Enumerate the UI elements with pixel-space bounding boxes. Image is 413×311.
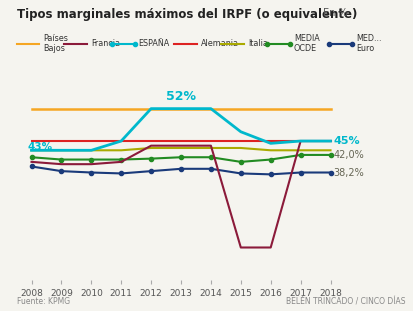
Text: 38,2%: 38,2% [333,168,363,178]
Text: MED...
Euro: MED... Euro [355,34,381,53]
Text: ESPAÑA: ESPAÑA [138,39,169,48]
Text: 43%: 43% [27,142,52,151]
Text: En %: En % [322,8,347,18]
Text: MEDIA
OCDE: MEDIA OCDE [293,34,319,53]
Text: Tipos marginales máximos del IRPF (o equivalente): Tipos marginales máximos del IRPF (o equ… [17,8,356,21]
Text: 42,0%: 42,0% [333,150,363,160]
Text: Francia: Francia [91,39,120,48]
Text: 45%: 45% [333,136,359,146]
Text: Países
Bajos: Países Bajos [43,34,68,53]
Text: 52%: 52% [166,90,195,103]
Text: Alemania: Alemania [200,39,238,48]
Text: BELÉN TRINCADO / CINCO DÍAS: BELÉN TRINCADO / CINCO DÍAS [285,297,405,306]
Text: Fuente: KPMG: Fuente: KPMG [17,297,69,306]
Text: Italia: Italia [248,39,268,48]
